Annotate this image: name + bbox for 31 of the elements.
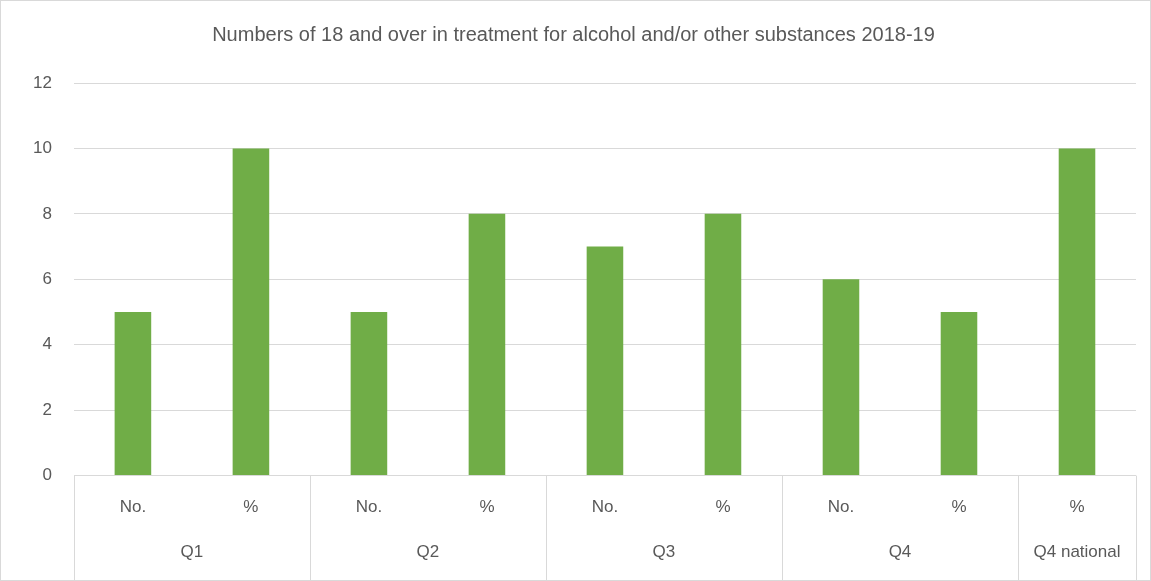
text: Q2 — [416, 542, 440, 562]
chart-title: Numbers of 18 and over in treatment for alcohol and/or other substances 2018-19 — [212, 22, 935, 45]
x-tick-label: No. — [355, 497, 383, 517]
text: Q3 — [652, 542, 676, 562]
bar — [940, 312, 978, 476]
x-tick-label: No. — [827, 497, 855, 517]
x-tick-label: No. — [119, 497, 147, 517]
y-tick-label: 12 — [32, 72, 52, 92]
y-tick-label: 10 — [32, 138, 52, 158]
y-tick-label: 8 — [42, 203, 52, 223]
y-tick-label: 0 — [42, 465, 52, 485]
text: Q4 national — [1033, 542, 1121, 562]
y-tick-label: 2 — [42, 399, 52, 419]
text: Q4 — [888, 542, 912, 562]
x-tick-label: % — [715, 497, 731, 517]
bar — [704, 213, 742, 476]
bar — [586, 246, 624, 476]
y-tick-label: 4 — [42, 334, 52, 354]
x-tick-label: % — [1069, 497, 1085, 517]
x-tick-label: % — [243, 497, 259, 517]
bar — [468, 213, 506, 476]
x-tick-label: % — [479, 497, 495, 517]
bar — [232, 148, 270, 476]
bar — [1058, 148, 1096, 476]
bar — [350, 312, 388, 476]
y-tick-label: 6 — [42, 268, 52, 288]
bar — [114, 312, 152, 476]
x-tick-label: No. — [591, 497, 619, 517]
text: Q1 — [180, 542, 204, 562]
bar — [822, 279, 860, 476]
x-tick-label: % — [951, 497, 967, 517]
